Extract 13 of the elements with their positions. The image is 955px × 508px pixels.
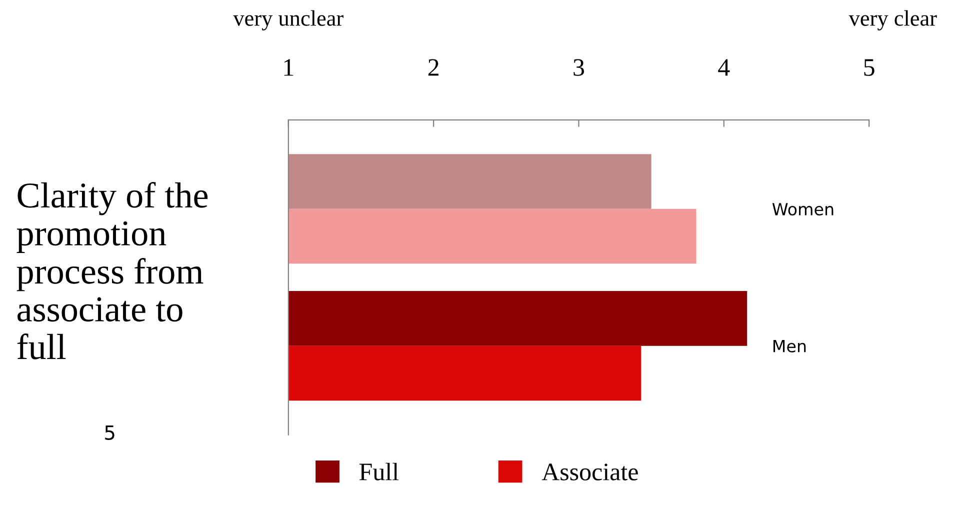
x-tick-label: 2 xyxy=(428,59,438,76)
x-tick-label: 4 xyxy=(718,59,730,76)
text: 5 xyxy=(105,426,114,440)
legend-label: Associate xyxy=(542,464,638,480)
y-axis-title: Clarity of the promotion process from associate to full xyxy=(16,182,208,360)
legend-label: Full xyxy=(359,462,399,480)
x-tick-label: 1 xyxy=(284,59,294,76)
x-tick-label: 5 xyxy=(864,59,874,76)
text: very clear xyxy=(848,10,937,30)
y-tick-label: Women xyxy=(772,203,834,216)
y-tick-label: Men xyxy=(773,340,806,352)
text: very unclear xyxy=(233,10,344,30)
x-tick-label: 3 xyxy=(574,59,584,76)
